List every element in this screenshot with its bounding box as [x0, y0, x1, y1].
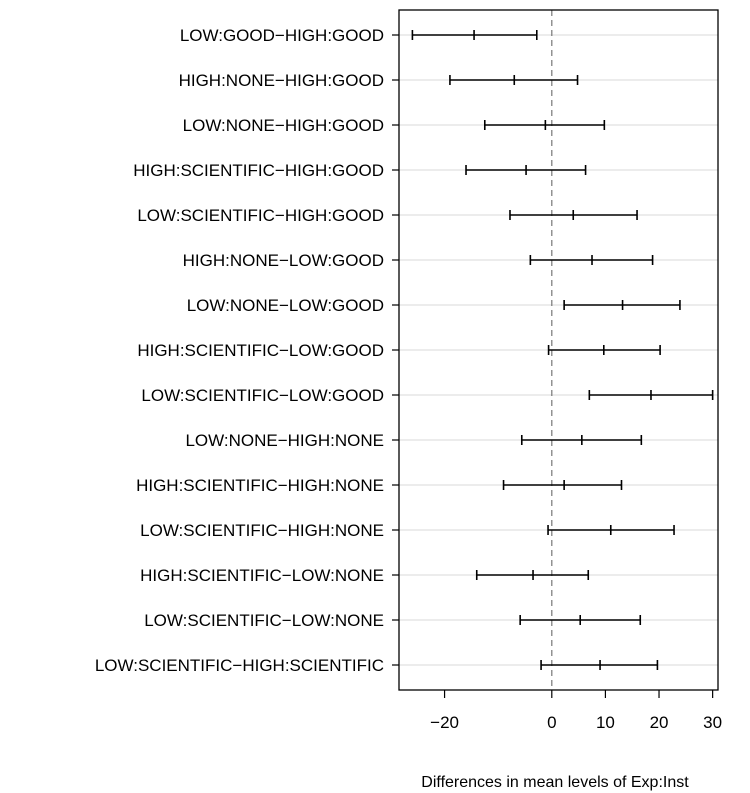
comparison-label: LOW:SCIENTIFIC−LOW:NONE [144, 611, 384, 630]
interval-1 [449, 75, 579, 85]
comparison-label: HIGH:SCIENTIFIC−HIGH:GOOD [133, 161, 384, 180]
x-axis-label: Differences in mean levels of Exp:Inst [421, 774, 689, 791]
interval-9 [520, 435, 643, 445]
confidence-intervals [411, 30, 714, 670]
interval-5 [529, 255, 654, 265]
interval-3 [465, 165, 587, 175]
comparison-label: LOW:SCIENTIFIC−HIGH:NONE [140, 521, 384, 540]
comparison-label: HIGH:NONE−LOW:GOOD [183, 251, 384, 270]
interval-2 [483, 120, 606, 130]
comparison-label: HIGH:SCIENTIFIC−HIGH:NONE [136, 476, 384, 495]
comparison-label: LOW:NONE−HIGH:GOOD [183, 116, 384, 135]
comparison-labels: LOW:GOOD−HIGH:GOOD HIGH:NONE−HIGH:GOOD LOW… [95, 26, 399, 675]
comparison-label: LOW:GOOD−HIGH:GOOD [180, 26, 384, 45]
interval-0 [411, 30, 538, 40]
comparison-label: LOW:SCIENTIFIC−HIGH:SCIENTIFIC [95, 656, 384, 675]
interval-10 [502, 480, 623, 490]
comparison-label: LOW:NONE−HIGH:NONE [185, 431, 384, 450]
interval-6 [563, 300, 681, 310]
interval-8 [588, 390, 714, 400]
x-axis: −20 0 10 20 30 [430, 690, 722, 732]
comparison-label: HIGH:SCIENTIFIC−LOW:NONE [140, 566, 384, 585]
interval-14 [540, 660, 659, 670]
interval-11 [547, 525, 675, 535]
x-tick-label: 10 [596, 713, 615, 732]
interval-13 [519, 615, 642, 625]
x-tick-label: −20 [430, 713, 459, 732]
comparison-label: LOW:SCIENTIFIC−LOW:GOOD [141, 386, 384, 405]
interval-12 [475, 570, 590, 580]
comparison-label: HIGH:NONE−HIGH:GOOD [179, 71, 384, 90]
interval-4 [509, 210, 638, 220]
comparison-label: LOW:NONE−LOW:GOOD [187, 296, 384, 315]
comparison-label: HIGH:SCIENTIFIC−LOW:GOOD [137, 341, 384, 360]
x-tick-label: 30 [703, 713, 722, 732]
interval-7 [547, 345, 661, 355]
x-tick-label: 0 [547, 713, 556, 732]
comparison-label: LOW:SCIENTIFIC−HIGH:GOOD [137, 206, 384, 225]
x-tick-label: 20 [650, 713, 669, 732]
